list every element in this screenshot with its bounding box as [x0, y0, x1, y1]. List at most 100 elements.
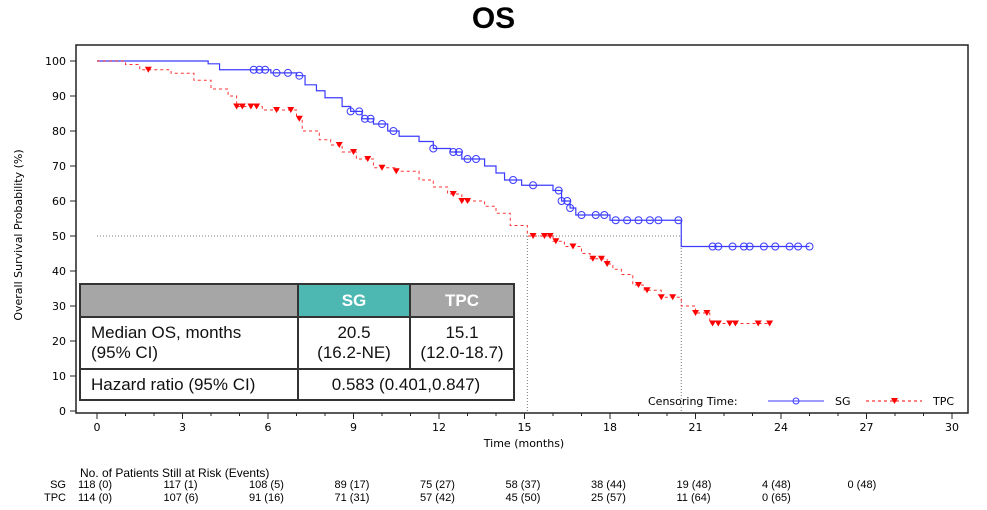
table-header-blank	[79, 283, 299, 318]
censor-mark-sg	[557, 197, 566, 205]
x-tick-label: 27	[860, 421, 874, 434]
censor-mark-sg	[454, 148, 463, 156]
censor-mark-tpc	[144, 66, 152, 73]
censor-mark-sg	[794, 242, 803, 251]
sg-median-ci: (16.2-NE)	[317, 343, 391, 362]
x-tick-label: 0	[94, 421, 101, 434]
censor-mark-tpc	[378, 164, 386, 171]
legend-label-tpc: TPC	[932, 395, 954, 408]
at-risk-value-tpc: 25 (57)	[591, 492, 626, 504]
at-risk-title: No. of Patients Still at Risk (Events)	[80, 466, 270, 480]
censor-mark-tpc	[253, 103, 261, 110]
y-tick-label: 60	[52, 195, 66, 208]
censor-mark-tpc	[669, 294, 677, 301]
censor-mark-tpc	[709, 320, 717, 327]
median-label-line2: (95% CI)	[91, 343, 159, 362]
at-risk-value-sg: 19 (48)	[676, 479, 712, 491]
censor-mark-tpc	[703, 310, 711, 316]
censor-mark-tpc	[635, 282, 642, 288]
censor-mark-tpc	[364, 156, 372, 162]
hr-value: 0.583 (0.401,0.847)	[297, 368, 515, 401]
km-curve-tpc	[97, 60, 770, 324]
censor-mark-sg	[714, 242, 723, 251]
censor-mark-sg	[654, 216, 663, 225]
x-tick-label: 9	[350, 421, 357, 434]
censor-mark-sg	[805, 242, 814, 251]
censor-mark-tpc	[392, 168, 400, 175]
censor-mark-tpc	[350, 149, 357, 155]
tpc-median-value: 15.1	[445, 323, 479, 342]
censor-mark-sg	[563, 197, 572, 205]
censor-mark-tpc	[287, 107, 295, 113]
censor-mark-tpc	[731, 320, 739, 327]
km-curve-sg	[97, 60, 810, 248]
y-tick-label: 100	[45, 55, 66, 68]
plot-frame	[75, 44, 969, 414]
censor-mark-sg	[449, 148, 458, 156]
censor-mark-sg	[759, 242, 768, 251]
censor-mark-sg	[645, 216, 654, 225]
censor-mark-tpc	[238, 103, 246, 110]
x-tick-label: 30	[945, 421, 959, 434]
at-risk-value-sg: 117 (1)	[163, 479, 198, 491]
at-risk-value-tpc: 71 (31)	[334, 492, 370, 504]
censor-mark-tpc	[569, 243, 577, 250]
censor-mark-tpc	[589, 255, 597, 262]
y-tick-label: 0	[59, 405, 66, 418]
censor-mark-tpc	[643, 287, 651, 294]
censor-mark-sg	[591, 211, 600, 219]
censor-mark-sg	[389, 127, 398, 135]
x-tick-label: 24	[774, 421, 788, 434]
legend-marker-tpc	[891, 398, 898, 404]
censor-mark-sg	[634, 216, 643, 225]
at-risk-value-sg: 118 (0)	[78, 479, 113, 491]
censor-mark-sg	[472, 155, 481, 163]
censor-mark-sg	[739, 242, 748, 251]
censor-mark-sg	[708, 242, 717, 251]
at-risk-value-tpc: 45 (50)	[505, 492, 541, 504]
censor-mark-sg	[346, 107, 355, 116]
censor-mark-sg	[611, 216, 620, 225]
censor-mark-sg	[249, 65, 258, 74]
censor-mark-sg	[429, 144, 438, 153]
censor-mark-tpc	[597, 255, 605, 262]
y-axis-label: Overall Survival Probability (%)	[12, 149, 25, 320]
hr-label: Hazard ratio (95% CI)	[79, 368, 299, 401]
censor-mark-tpc	[546, 233, 554, 239]
x-tick-label: 21	[689, 421, 703, 434]
at-risk-value-sg: 38 (44)	[591, 479, 626, 491]
at-risk-value-sg: 75 (27)	[420, 479, 455, 491]
censor-mark-tpc	[603, 261, 611, 267]
censor-mark-tpc	[714, 320, 722, 327]
y-tick-label: 10	[52, 370, 66, 383]
at-risk-label-tpc: TPC	[44, 492, 66, 504]
censor-mark-sg	[674, 216, 683, 225]
at-risk-value-sg: 4 (48)	[762, 479, 791, 491]
x-tick-label: 3	[179, 421, 186, 434]
censor-mark-sg	[360, 114, 369, 123]
censor-mark-sg	[623, 216, 632, 225]
censor-mark-sg	[283, 68, 292, 77]
x-axis-label: Time (months)	[483, 437, 564, 450]
x-tick-label: 15	[518, 421, 532, 434]
table-header-sg: SG	[297, 283, 411, 318]
chart-title: OS	[471, 2, 516, 35]
sg-median-value: 20.5	[337, 323, 371, 342]
at-risk-value-tpc: 91 (16)	[249, 492, 284, 504]
at-risk-value-sg: 0 (48)	[847, 479, 877, 491]
tpc-median: 15.1 (12.0-18.7)	[409, 316, 515, 370]
at-risk-value-sg: 58 (37)	[505, 479, 541, 491]
sg-median: 20.5 (16.2-NE)	[297, 316, 411, 370]
censor-mark-tpc	[464, 198, 471, 204]
y-tick-label: 20	[52, 335, 66, 348]
summary-table: SG TPC Median OS, months (95% CI) 20.5 (16…	[79, 283, 515, 401]
censor-mark-tpc	[458, 198, 466, 204]
at-risk-value-tpc: 11 (64)	[676, 492, 711, 504]
censor-mark-sg	[463, 155, 472, 163]
censor-mark-sg	[566, 204, 575, 212]
censor-mark-sg	[728, 242, 737, 251]
legend-label-sg: SG	[835, 395, 851, 408]
x-tick-label: 12	[432, 421, 446, 434]
x-tick-label: 6	[265, 421, 272, 434]
